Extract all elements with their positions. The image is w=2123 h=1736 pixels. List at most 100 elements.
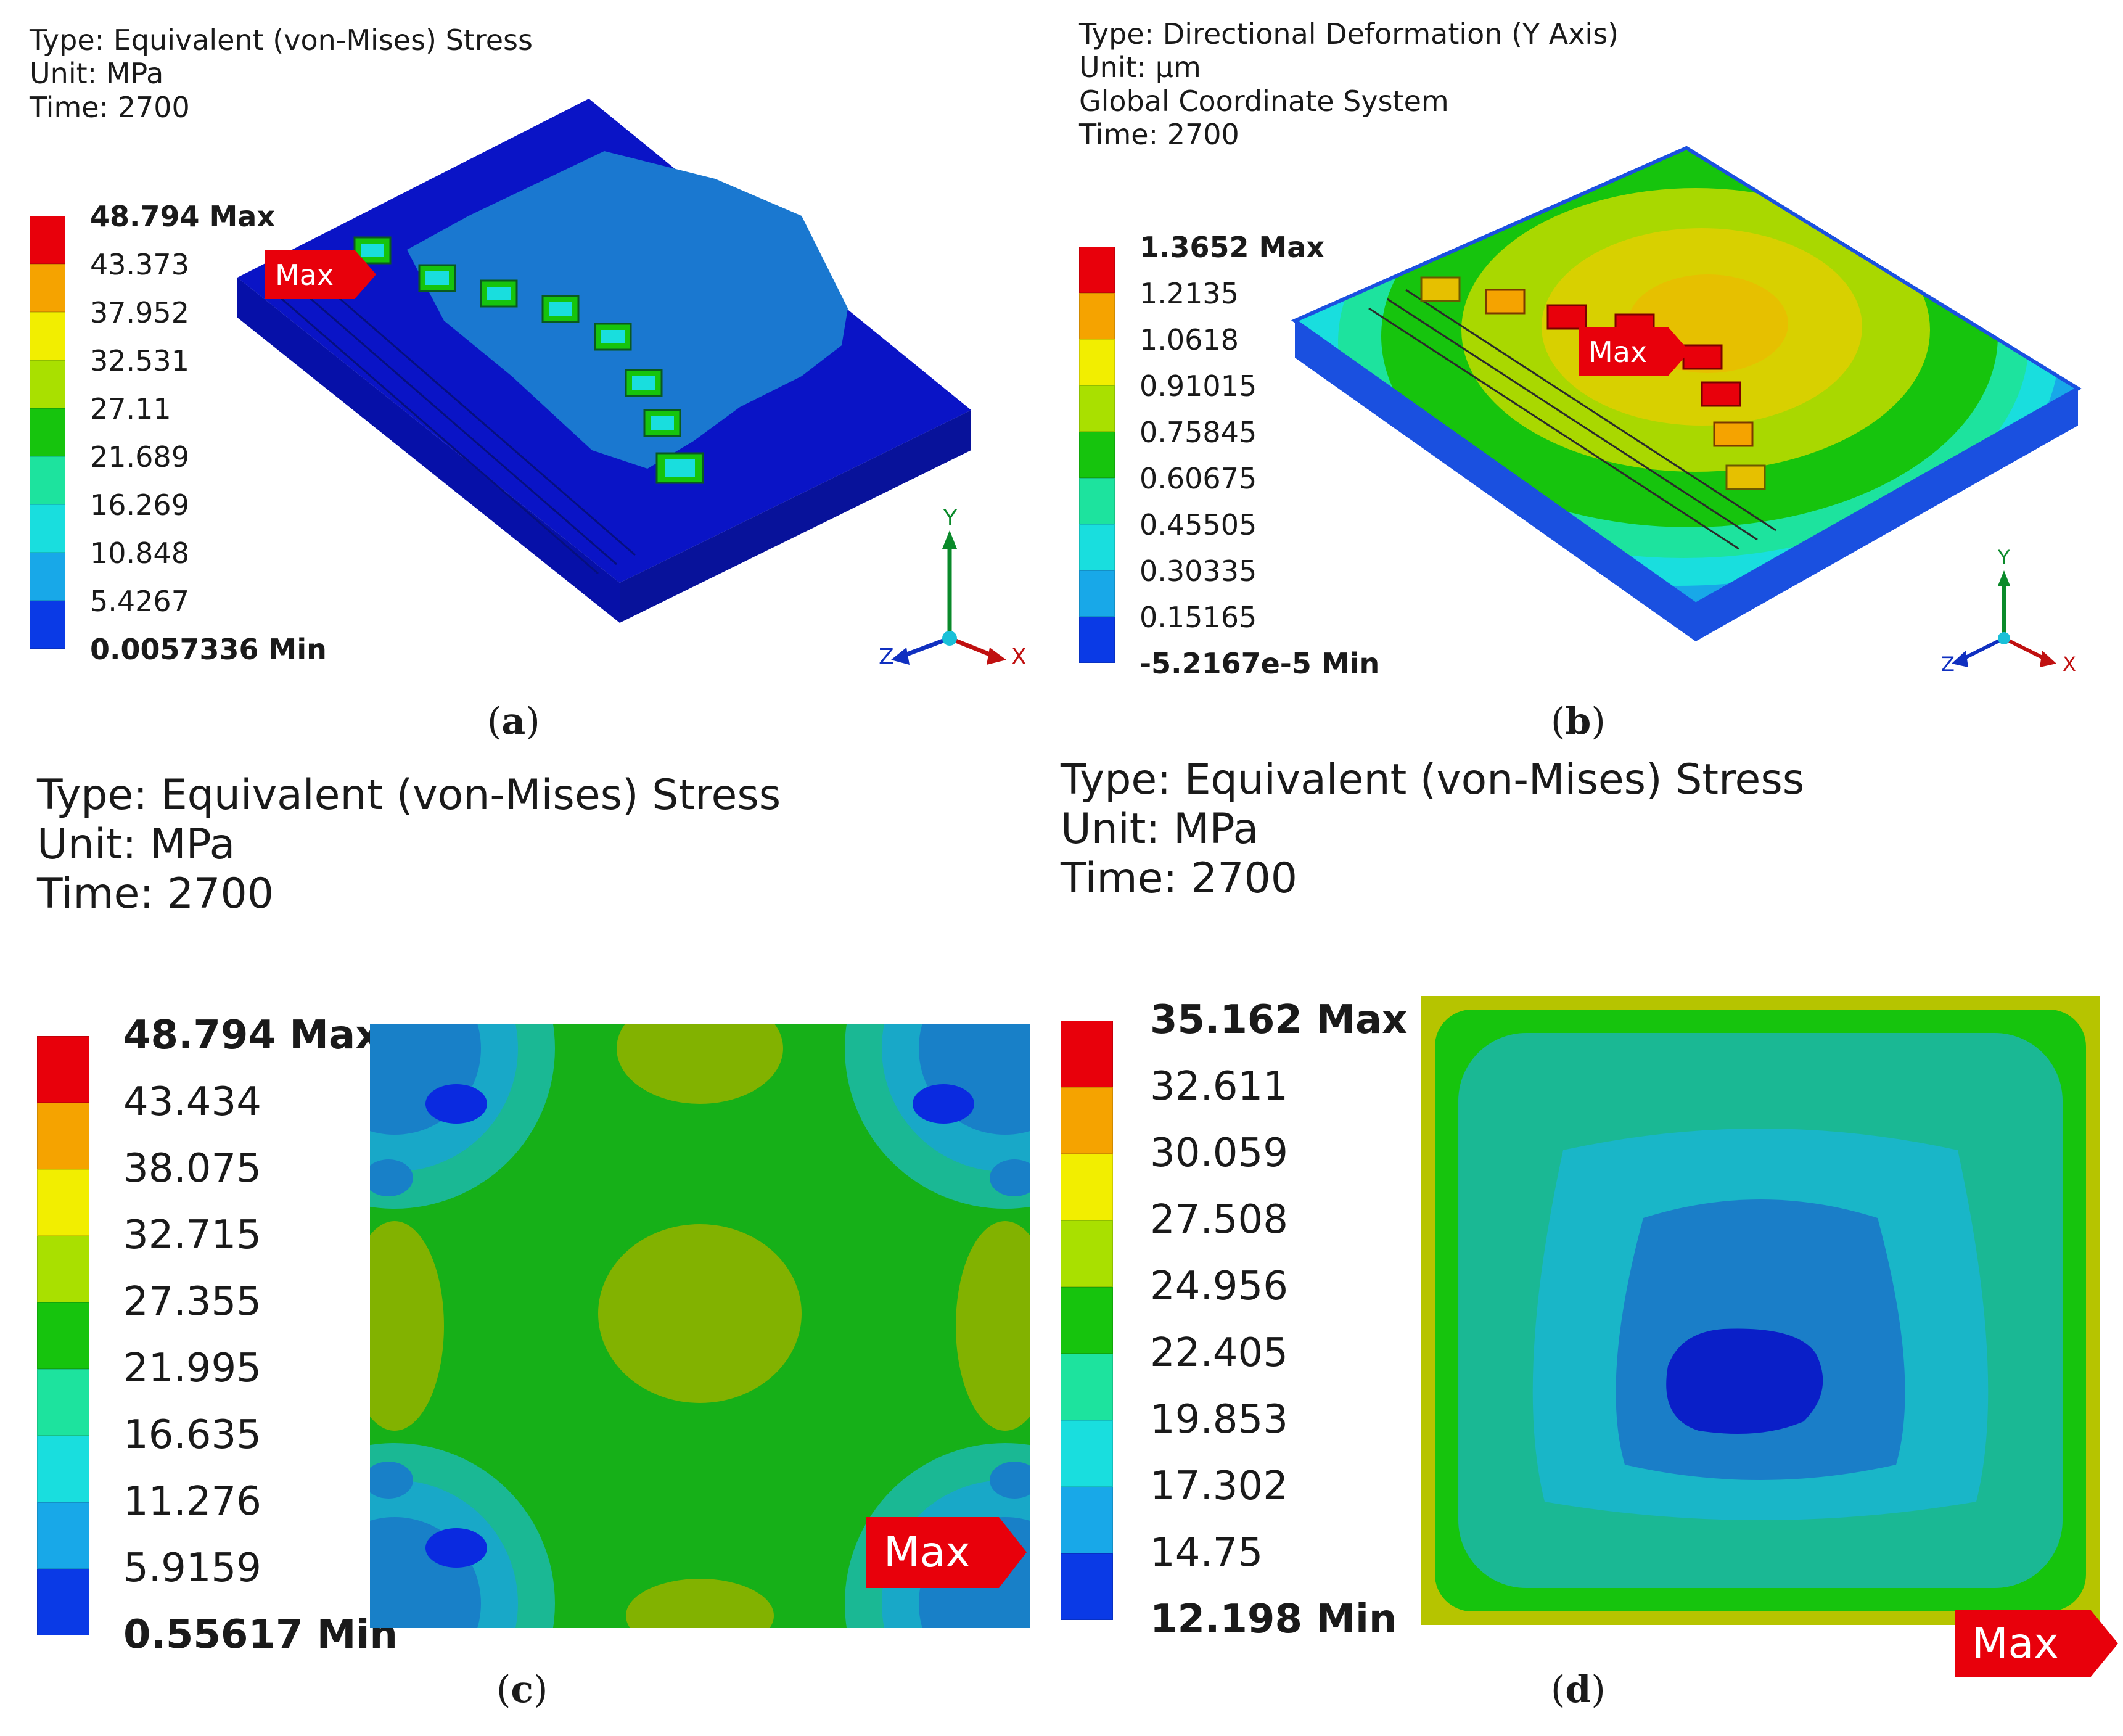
caption-c: (c) [496, 1668, 548, 1711]
panel-a-model [237, 99, 1006, 665]
component-chip [1485, 289, 1526, 315]
groove [1405, 289, 1776, 532]
panel-a: Type: Equivalent (von-Mises) Stress Unit… [0, 0, 1061, 771]
axis-z-label: Z [1941, 652, 1955, 676]
legend-swatch [1061, 1154, 1113, 1220]
groove [1368, 307, 1739, 550]
max-marker-label: Max [1588, 335, 1648, 369]
legend-swatch [1079, 570, 1115, 617]
legend-label-min: -5.2167e-5 Min [1140, 647, 1380, 680]
legend-label: 0.91015 [1140, 369, 1257, 403]
legend-label: 21.689 [90, 440, 189, 474]
legend-label: 11.276 [123, 1479, 261, 1524]
panel-d-type: Type: Equivalent (von-Mises) Stress [1061, 755, 1805, 804]
component-chip [353, 236, 392, 265]
legend-swatch [37, 1436, 89, 1502]
legend-swatch [1061, 1420, 1113, 1487]
panel-b-type: Type: Directional Deformation (Y Axis) [1079, 17, 1619, 51]
caption-a: (a) [487, 700, 540, 743]
axis-y-label: Y [1998, 546, 2010, 569]
panel-c-time: Time: 2700 [37, 870, 274, 919]
legend-label: 16.635 [123, 1412, 261, 1458]
legend-label: 43.434 [123, 1079, 261, 1125]
legend-swatch [1079, 293, 1115, 339]
component-chip [625, 369, 663, 397]
axis-z-line [1960, 636, 2005, 662]
axis-x-line [948, 636, 997, 659]
component-chip [643, 409, 681, 437]
panel-a-type: Type: Equivalent (von-Mises) Stress [30, 23, 533, 57]
legend-swatch [1079, 385, 1115, 432]
caption-letter: c [511, 1668, 533, 1711]
max-marker-label: Max [275, 258, 334, 292]
legend-label: 5.4267 [90, 585, 189, 618]
legend-label: 37.952 [90, 296, 189, 329]
axis-x-arrow [2040, 651, 2056, 667]
panel-c-type: Type: Equivalent (von-Mises) Stress [37, 771, 781, 820]
legend-label: 30.059 [1150, 1130, 1288, 1176]
legend-label: 5.9159 [123, 1545, 261, 1591]
caption-d: (d) [1551, 1668, 1606, 1711]
legend-swatch [30, 360, 65, 408]
legend-swatch [37, 1369, 89, 1436]
component-chip [1682, 344, 1723, 370]
component-chip [655, 452, 704, 484]
legend-swatch [1079, 432, 1115, 478]
panel-b-time: Time: 2700 [1079, 117, 1239, 151]
panel-a-header: Type: Equivalent (von-Mises) Stress Unit… [30, 23, 533, 124]
legend-swatch [1061, 1354, 1113, 1420]
legend-swatch [30, 601, 65, 649]
legend-swatch [30, 456, 65, 504]
legend-swatch [37, 1302, 89, 1369]
panel-d-unit: Unit: MPa [1061, 805, 1259, 854]
plate-right [1696, 389, 2078, 641]
legend-label: 38.075 [123, 1146, 261, 1191]
component-chip [1725, 464, 1766, 490]
legend-swatch [1079, 524, 1115, 570]
axis-x-line [2003, 636, 2048, 662]
caption-b: (b) [1551, 700, 1606, 743]
legend-swatch [1079, 478, 1115, 524]
groove [289, 279, 617, 566]
plate-front [237, 278, 620, 623]
legend-label: 14.75 [1150, 1530, 1263, 1576]
legend-label-max: 48.794 Max [123, 1013, 381, 1058]
legend-label: 1.2135 [1140, 277, 1239, 310]
legend-label: 27.355 [123, 1279, 261, 1325]
panel-d-time: Time: 2700 [1061, 854, 1297, 903]
legend-swatch [1061, 1553, 1113, 1620]
component-chip [594, 323, 632, 351]
panel-b-header: Type: Directional Deformation (Y Axis) U… [1079, 17, 1619, 151]
legend-label: 43.373 [90, 248, 189, 281]
legend-label: 0.75845 [1140, 416, 1257, 449]
component-chip [418, 264, 456, 292]
legend-swatch [37, 1236, 89, 1302]
legend-label: 10.848 [90, 537, 189, 570]
legend-label: 1.0618 [1140, 323, 1239, 356]
stress-lobe [598, 1224, 802, 1403]
legend-label: 21.995 [123, 1346, 261, 1391]
component-chip [480, 279, 518, 308]
corner-lobe [845, 1024, 1030, 1209]
component-chip [1713, 421, 1754, 447]
legend-label-max: 48.794 Max [90, 200, 276, 233]
legend-label: 19.853 [1150, 1397, 1288, 1442]
legend-swatch [30, 264, 65, 312]
axis-x-label: X [1011, 644, 1027, 670]
legend-label-min: 0.0057336 Min [90, 633, 327, 666]
plate-front [1295, 321, 1696, 641]
legend-label: 0.60675 [1140, 462, 1257, 495]
panel-b: Type: Directional Deformation (Y Axis) U… [1061, 0, 2123, 771]
panel-b-coord: Global Coordinate System [1079, 84, 1449, 118]
legend-label: 32.531 [90, 344, 189, 377]
panel-a-unit: Unit: MPa [30, 57, 164, 91]
component-chip [1701, 381, 1741, 407]
component-chip [1546, 304, 1587, 330]
legend-swatch [37, 1103, 89, 1169]
axis-y-arrow [942, 530, 957, 549]
legend-swatch [30, 312, 65, 360]
axis-z-arrow [1952, 651, 1968, 667]
panel-a-time: Time: 2700 [30, 90, 190, 124]
legend-swatch [30, 504, 65, 553]
legend-label-max: 1.3652 Max [1140, 231, 1325, 264]
